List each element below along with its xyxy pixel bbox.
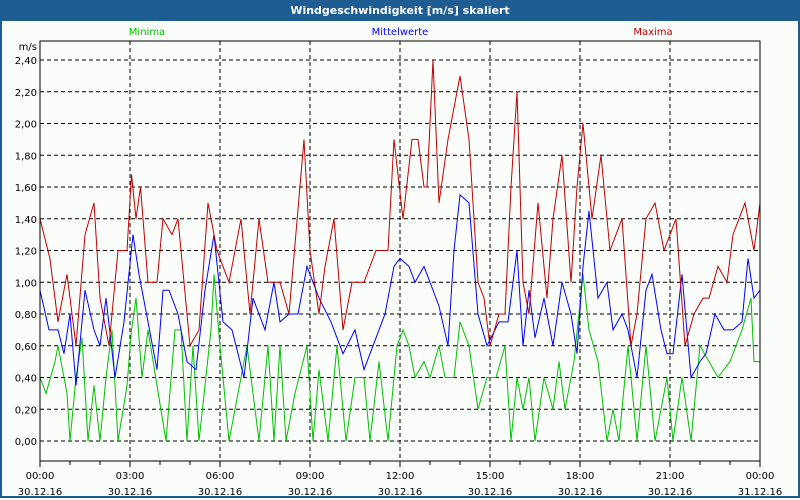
series-line-mittelwerte <box>39 193 761 386</box>
y-tick-label: 0,00 <box>15 437 37 448</box>
y-axis-label: m/s <box>19 42 37 53</box>
x-tick-time: 12:00 <box>386 471 415 482</box>
x-tick-time: 15:00 <box>476 471 505 482</box>
x-tick-date: 30.12.16 <box>468 487 513 498</box>
plot-border <box>39 40 761 462</box>
x-tick-time: 00:00 <box>746 471 775 482</box>
chart-title: Windgeschwindigkeit [m/s] skaliert <box>0 0 800 21</box>
y-tick-label: 1,20 <box>15 247 37 258</box>
x-tick-date: 31.12.16 <box>738 487 783 498</box>
y-tick-label: 1,80 <box>15 151 37 162</box>
x-tick-date: 30.12.16 <box>198 487 243 498</box>
x-tick-time: 21:00 <box>656 471 685 482</box>
y-tick-label: 1,40 <box>15 215 37 226</box>
legend-mittelwerte: Mittelwerte <box>372 27 429 38</box>
series-lines <box>39 59 761 442</box>
x-tick-time: 06:00 <box>206 471 235 482</box>
y-tick-label: 0,80 <box>15 310 37 321</box>
x-tick-date: 30.12.16 <box>18 487 63 498</box>
x-tick-date: 30.12.16 <box>288 487 333 498</box>
x-tick-time: 03:00 <box>116 471 145 482</box>
y-tick-label: 1,60 <box>15 183 37 194</box>
y-tick-label: 1,00 <box>15 278 37 289</box>
y-tick-label: 2,40 <box>15 56 37 67</box>
y-tick-label: 0,40 <box>15 374 37 385</box>
y-tick-label: 2,20 <box>15 88 37 99</box>
y-tick-label: 0,20 <box>15 405 37 416</box>
legend-minima: Minima <box>129 27 165 38</box>
y-tick-label: 0,60 <box>15 342 37 353</box>
x-tick-time: 18:00 <box>566 471 595 482</box>
x-tick-time: 00:00 <box>26 471 55 482</box>
x-tick-date: 30.12.16 <box>108 487 153 498</box>
legend-maxima: Maxima <box>633 27 672 38</box>
series-line-maxima <box>39 59 761 348</box>
x-tick-date: 30.12.16 <box>558 487 603 498</box>
x-tick-time: 09:00 <box>296 471 325 482</box>
y-tick-label: 2,00 <box>15 120 37 131</box>
grid <box>40 41 760 461</box>
series-line-minima <box>39 274 760 442</box>
x-tick-date: 30.12.16 <box>648 487 693 498</box>
x-tick-date: 30.12.16 <box>378 487 423 498</box>
axes: 0,00 0,20 0,40 0,60 0,80 1,00 1,20 1,40 1,60 1,80… <box>15 40 783 498</box>
